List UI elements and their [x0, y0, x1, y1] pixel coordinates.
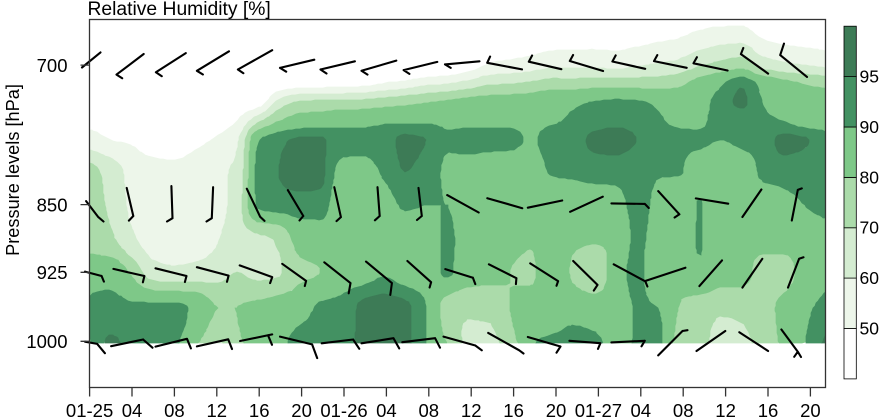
svg-text:20: 20: [291, 400, 312, 418]
svg-text:12: 12: [715, 400, 736, 418]
svg-text:20: 20: [800, 400, 821, 418]
svg-text:16: 16: [503, 400, 524, 418]
svg-text:700: 700: [37, 55, 68, 76]
svg-text:16: 16: [249, 400, 270, 418]
svg-text:01-25: 01-25: [66, 400, 113, 418]
svg-text:Pressure levels [hPa]: Pressure levels [hPa]: [3, 84, 23, 256]
svg-text:925: 925: [37, 262, 68, 283]
svg-text:Relative Humidity [%]: Relative Humidity [%]: [88, 0, 271, 20]
svg-text:01-27: 01-27: [575, 400, 622, 418]
svg-text:50: 50: [860, 319, 880, 339]
svg-text:90: 90: [860, 117, 880, 137]
svg-text:08: 08: [164, 400, 185, 418]
svg-text:04: 04: [376, 400, 397, 418]
svg-text:16: 16: [758, 400, 779, 418]
svg-text:08: 08: [419, 400, 440, 418]
svg-text:04: 04: [631, 400, 652, 418]
svg-text:850: 850: [37, 194, 68, 215]
svg-text:80: 80: [860, 167, 880, 187]
svg-text:08: 08: [673, 400, 694, 418]
svg-text:70: 70: [860, 218, 880, 238]
svg-text:12: 12: [461, 400, 482, 418]
svg-text:20: 20: [546, 400, 567, 418]
svg-text:1000: 1000: [26, 331, 67, 352]
svg-text:01-26: 01-26: [320, 400, 367, 418]
svg-text:60: 60: [860, 268, 880, 288]
svg-text:95: 95: [860, 67, 879, 87]
svg-text:04: 04: [122, 400, 143, 418]
svg-text:12: 12: [207, 400, 228, 418]
